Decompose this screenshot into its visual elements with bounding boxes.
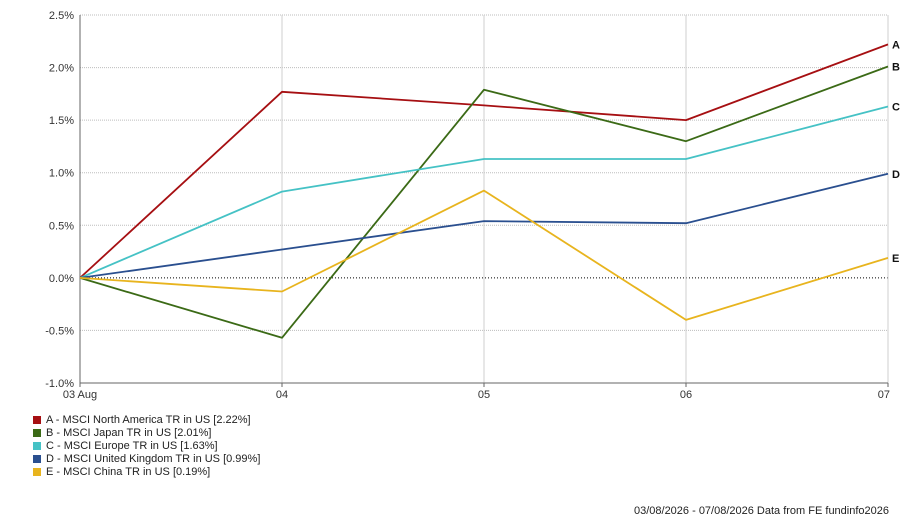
line-chart: 2.5% 2.0% 1.5% 1.0% 0.5% 0.0% -0.5% -1.0%03 Aug… — [45, 10, 900, 401]
series-end-label-d: D — [892, 169, 900, 181]
chart-legend: A - MSCI North America TR in US [2.22%] … — [33, 413, 260, 478]
legend-item-c: C - MSCI Europe TR in US [1.63%] — [33, 439, 260, 452]
x-tick-label: 04 — [276, 389, 288, 401]
x-tick-label: 06 — [680, 389, 692, 401]
series-line-e — [79, 189, 889, 321]
legend-label-e: E - MSCI China TR in US [0.19%] — [46, 465, 211, 478]
legend-item-d: D - MSCI United Kingdom TR in US [0.99%] — [33, 452, 260, 465]
series-line-d — [79, 172, 889, 279]
y-tick-label: -1.0% — [45, 378, 74, 390]
legend-item-a: A - MSCI North America TR in US [2.22%] — [33, 413, 260, 426]
y-tick-label: -0.5% — [45, 325, 74, 337]
series-line-a — [79, 43, 889, 279]
series-end-label-e: E — [892, 253, 899, 265]
legend-label-d: D - MSCI United Kingdom TR in US [0.99%] — [46, 452, 261, 465]
legend-swatch-c — [33, 441, 41, 450]
y-tick-label: 2.5% — [49, 10, 74, 22]
x-tick-label: 07 — [878, 389, 890, 401]
y-tick-label: 0.0% — [49, 273, 74, 285]
legend-label-b: B - MSCI Japan TR in US [2.01%] — [46, 426, 212, 439]
x-tick-label: 05 — [478, 389, 490, 401]
y-tick-label: 1.5% — [49, 115, 74, 127]
legend-item-e: E - MSCI China TR in US [0.19%] — [33, 465, 260, 478]
y-tick-label: 2.0% — [49, 63, 74, 75]
y-tick-label: 0.5% — [49, 220, 74, 232]
legend-swatch-b — [33, 428, 41, 437]
legend-item-b: B - MSCI Japan TR in US [2.01%] — [33, 426, 260, 439]
series-end-label-a: A — [892, 39, 900, 51]
legend-swatch-a — [33, 415, 41, 424]
data-source-footer: 03/08/2026 - 07/08/2026 Data from FE fun… — [633, 505, 889, 517]
series-end-label-c: C — [892, 101, 900, 113]
y-tick-label: 1.0% — [49, 168, 74, 180]
legend-label-a: A - MSCI North America TR in US [2.22%] — [46, 413, 251, 426]
legend-swatch-e — [33, 467, 41, 476]
series-line-b — [79, 65, 889, 339]
series-end-label-b: B — [892, 62, 900, 74]
legend-swatch-d — [33, 454, 41, 463]
legend-label-c: C - MSCI Europe TR in US [1.63%] — [46, 439, 218, 452]
series-line-c — [79, 105, 889, 279]
x-tick-label: 03 Aug — [63, 389, 97, 401]
